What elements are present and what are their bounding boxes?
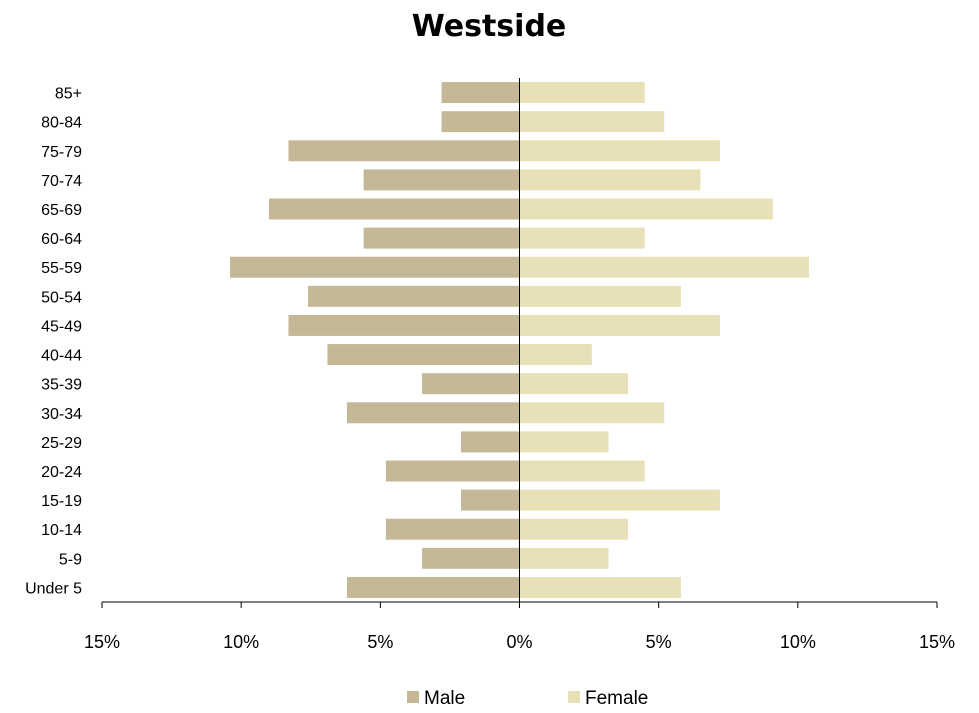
bar-male-14	[461, 489, 520, 511]
category-label-2: 75-79	[41, 144, 82, 161]
category-labels: 85+ 80-84 75-79 70-74 65-69 60-64 55-59 50-54 45…	[25, 86, 82, 598]
bar-female-12	[519, 431, 609, 453]
x-tick-label-0: 15%	[84, 632, 120, 652]
bar-female-15	[519, 518, 629, 540]
bar-male-15	[385, 518, 520, 540]
category-label-4: 65-69	[41, 202, 82, 219]
bar-male-17	[346, 576, 520, 598]
legend-female-label: Female	[585, 688, 648, 709]
bar-male-12	[461, 431, 520, 453]
category-label-1: 80-84	[41, 115, 82, 132]
bar-male-2	[288, 140, 520, 162]
category-label-11: 30-34	[41, 406, 82, 423]
bar-female-9	[519, 344, 592, 366]
bar-female-2	[519, 140, 720, 162]
bar-female-11	[519, 402, 665, 424]
bar-male-10	[422, 373, 520, 395]
bar-male-9	[327, 344, 520, 366]
x-tick-label-3: 0%	[506, 632, 532, 652]
legend-male-swatch	[407, 691, 419, 703]
category-label-10: 35-39	[41, 377, 82, 394]
bar-female-7	[519, 285, 681, 307]
bar-male-5	[363, 227, 520, 249]
bars-group	[230, 82, 809, 598]
category-label-14: 15-19	[41, 493, 82, 510]
bar-female-8	[519, 314, 720, 336]
bar-female-5	[519, 227, 645, 249]
legend-female-swatch	[568, 691, 580, 703]
bar-female-4	[519, 198, 773, 220]
x-tick-label-1: 10%	[223, 632, 259, 652]
bar-male-0	[441, 82, 520, 104]
bar-female-6	[519, 256, 809, 278]
category-label-9: 40-44	[41, 348, 82, 365]
legend: Male Female	[407, 688, 648, 709]
bar-female-14	[519, 489, 720, 511]
bar-male-6	[230, 256, 520, 278]
bar-female-3	[519, 169, 701, 191]
bar-female-17	[519, 576, 681, 598]
x-tick-label-6: 15%	[919, 632, 955, 652]
chart-title: Westside	[412, 9, 567, 44]
bar-female-1	[519, 111, 665, 133]
legend-male-label: Male	[424, 688, 465, 709]
bar-male-4	[269, 198, 520, 220]
bar-male-13	[385, 460, 520, 482]
bar-male-7	[307, 285, 520, 307]
bar-male-3	[363, 169, 520, 191]
category-label-7: 50-54	[41, 289, 82, 306]
bar-male-16	[422, 547, 520, 569]
x-tick-label-2: 5%	[367, 632, 393, 652]
category-label-0: 85+	[55, 86, 82, 103]
category-label-12: 25-29	[41, 435, 82, 452]
category-label-16: 5-9	[59, 551, 82, 568]
x-tick-label-4: 5%	[646, 632, 672, 652]
bar-male-1	[441, 111, 520, 133]
category-label-17: Under 5	[25, 580, 82, 597]
bar-female-16	[519, 547, 609, 569]
bar-male-11	[346, 402, 520, 424]
bar-female-10	[519, 373, 629, 395]
category-label-6: 55-59	[41, 260, 82, 277]
x-axis: 15% 10% 5% 0% 5% 10% 15%	[84, 601, 955, 652]
category-label-15: 10-14	[41, 522, 82, 539]
category-label-5: 60-64	[41, 231, 82, 248]
category-label-8: 45-49	[41, 318, 82, 335]
x-tick-label-5: 10%	[780, 632, 816, 652]
bar-female-0	[519, 82, 645, 104]
bar-male-8	[288, 314, 520, 336]
category-label-13: 20-24	[41, 464, 82, 481]
bar-female-13	[519, 460, 645, 482]
category-label-3: 70-74	[41, 173, 82, 190]
